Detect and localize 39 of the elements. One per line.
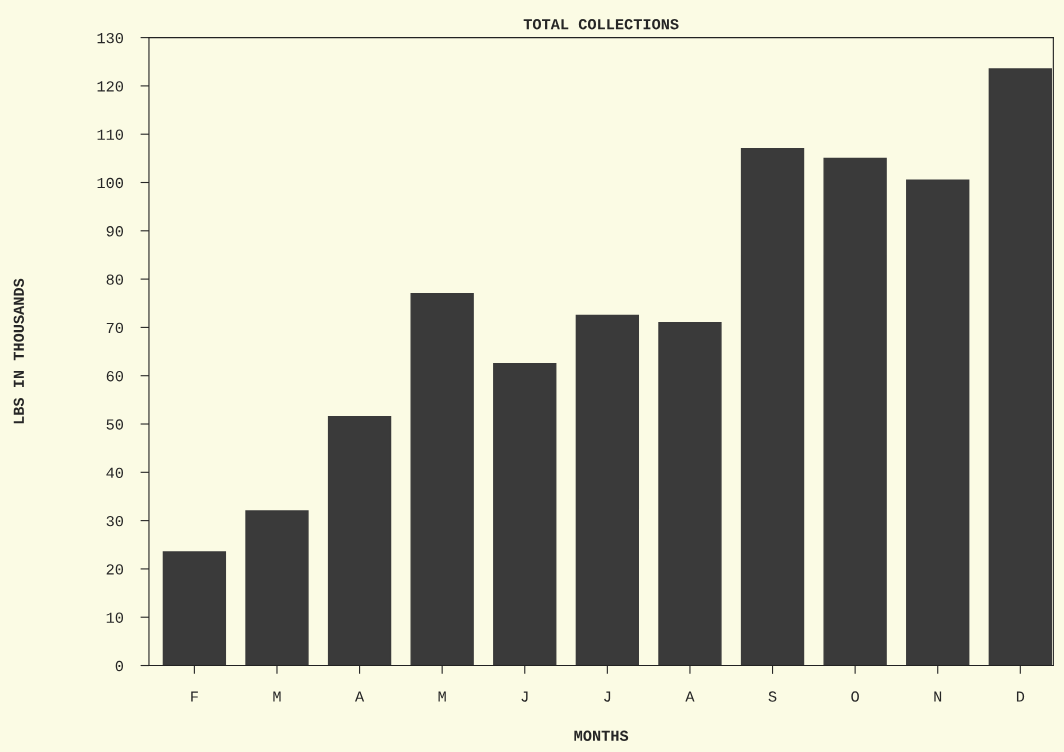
bar [740, 147, 805, 666]
bar [162, 551, 227, 666]
y-tick-label: 40 [106, 467, 124, 478]
y-tick-label: 50 [106, 419, 124, 430]
y-tick-label: 60 [106, 371, 124, 382]
y-tick-label: 90 [106, 226, 124, 237]
bar [658, 321, 722, 666]
y-tick-label: 0 [115, 660, 124, 672]
x-tick-label: S [768, 691, 777, 702]
x-tick-label: F [191, 691, 198, 702]
y-tick-label: 120 [97, 81, 124, 92]
y-tick-label: 70 [106, 322, 124, 334]
bar [493, 362, 557, 666]
bar [906, 179, 970, 666]
y-tick-label: 100 [97, 177, 124, 189]
x-tick-label: M [273, 691, 281, 702]
bar [575, 314, 640, 666]
x-tick-label: M [438, 691, 446, 702]
bar [245, 510, 309, 666]
bar [410, 292, 474, 666]
y-tick-label: 10 [106, 612, 124, 623]
y-tick-label: 80 [106, 274, 124, 285]
x-tick-label: A [685, 691, 695, 702]
x-tick-label: N [934, 691, 942, 702]
x-axis-title: MONTHS [574, 730, 629, 741]
x-tick-label: J [604, 691, 611, 702]
y-tick-label: 110 [97, 129, 124, 140]
y-tick-label: 30 [106, 515, 124, 527]
x-tick-label: D [1016, 691, 1025, 702]
y-tick-label: 130 [97, 32, 124, 44]
x-tick-label: J [521, 691, 528, 702]
x-tick-label: O [851, 691, 859, 702]
bar [988, 68, 1052, 666]
y-axis-title: LBS IN THOUSANDS [13, 278, 24, 424]
bar [327, 416, 392, 666]
y-tick-label: 20 [106, 564, 124, 575]
bar [823, 157, 887, 666]
chart-title: TOTAL COLLECTIONS [523, 19, 679, 30]
x-tick-label: A [354, 691, 365, 702]
